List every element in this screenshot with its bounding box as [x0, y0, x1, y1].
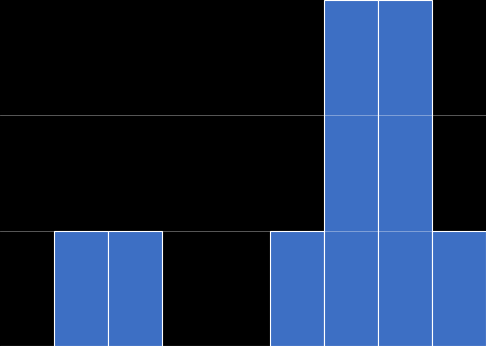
Bar — [54, 231, 108, 346]
Bar — [432, 231, 486, 346]
Bar — [270, 231, 324, 346]
Bar — [378, 0, 432, 346]
Bar — [108, 231, 162, 346]
Bar — [324, 0, 378, 346]
